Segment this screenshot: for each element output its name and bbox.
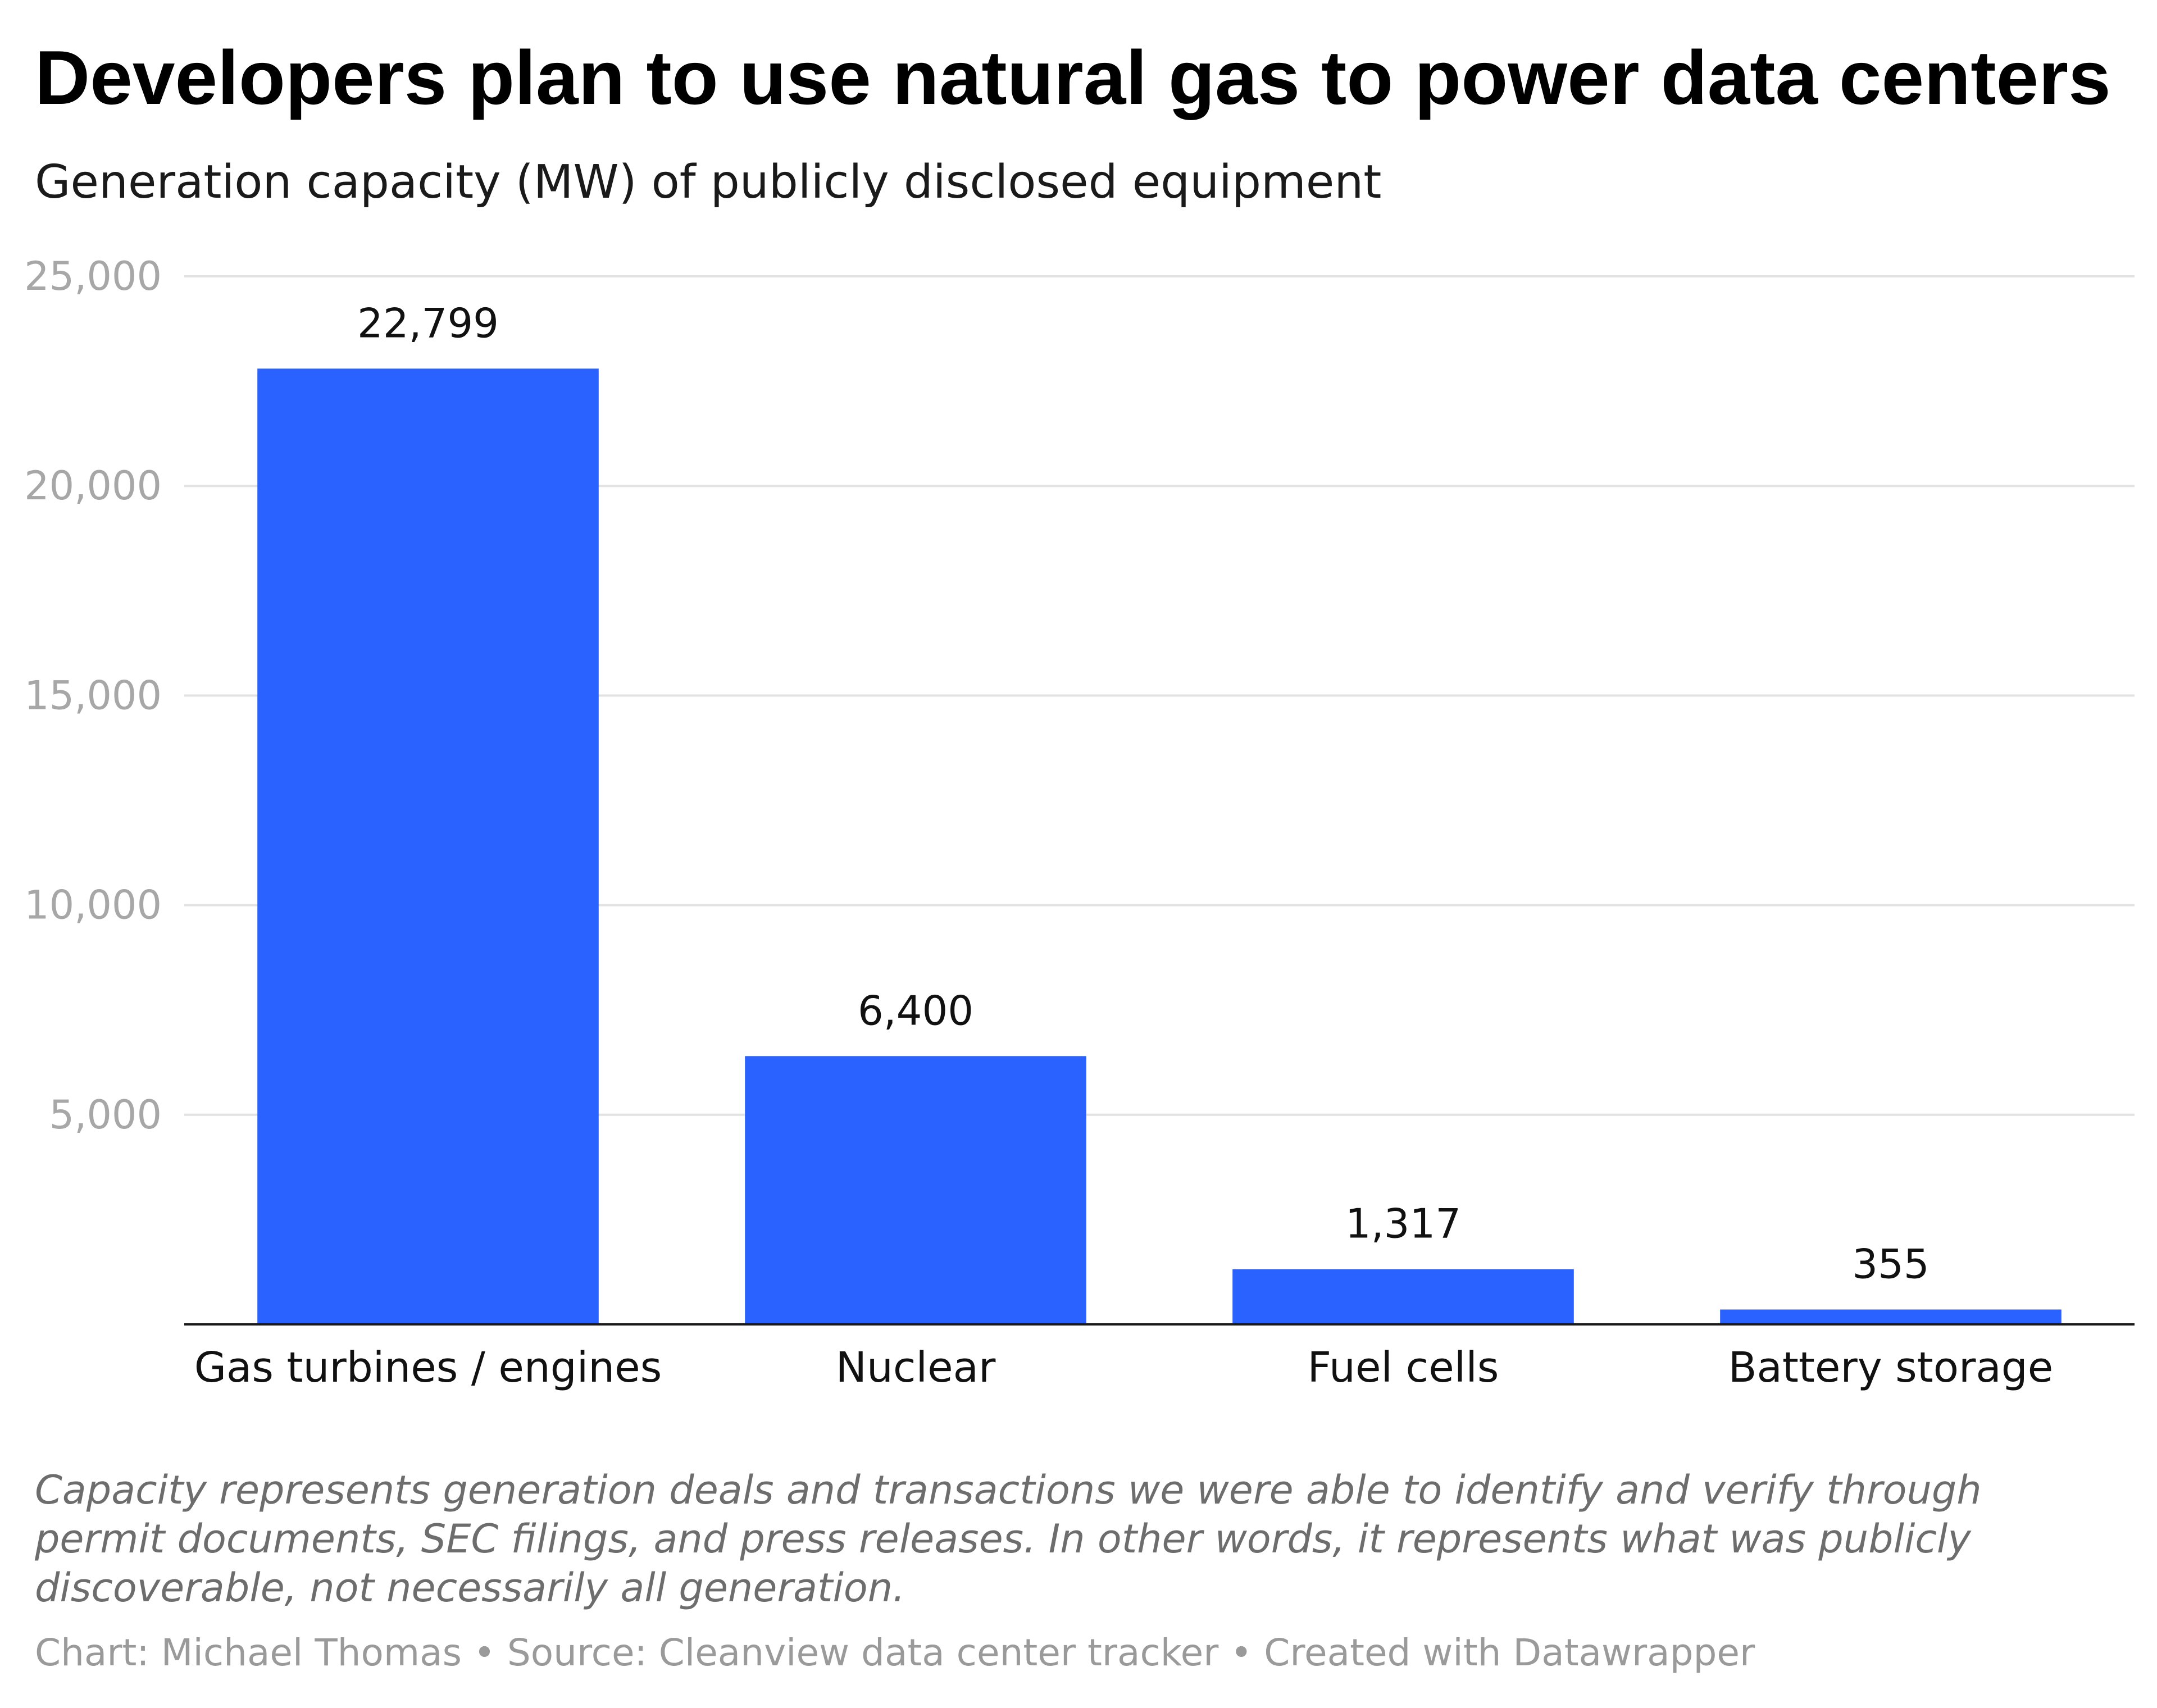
value-labels: 22,799 6,400 1,317 355 (357, 299, 1930, 1287)
y-tick-label: 20,000 (24, 463, 162, 509)
x-category-label: Nuclear (836, 1343, 996, 1392)
chart-title: Developers plan to use natural gas to po… (35, 35, 2111, 120)
bar (257, 368, 599, 1324)
y-axis-ticks: 5,000 10,000 15,000 20,000 25,000 (24, 253, 162, 1138)
bar (745, 1056, 1086, 1324)
y-tick-label: 25,000 (24, 253, 162, 299)
bar (1232, 1269, 1574, 1324)
bar-value-label: 6,400 (858, 987, 973, 1034)
chart-credits: Chart: Michael Thomas • Source: Cleanvie… (35, 1631, 1755, 1674)
bar-value-label: 1,317 (1345, 1200, 1461, 1247)
x-category-label: Gas turbines / engines (194, 1343, 662, 1392)
chart-subtitle: Generation capacity (MW) of publicly dis… (35, 156, 1382, 209)
y-tick-label: 15,000 (24, 672, 162, 718)
bar (1720, 1309, 2062, 1324)
x-category-label: Battery storage (1728, 1343, 2054, 1392)
chart-note: Capacity represents generation deals and… (35, 1467, 1982, 1611)
bars (257, 368, 2062, 1324)
x-axis-labels: Gas turbines / engines Nuclear Fuel cells B… (194, 1343, 2054, 1392)
bar-value-label: 355 (1852, 1241, 1929, 1288)
y-tick-label: 5,000 (49, 1092, 162, 1138)
y-tick-label: 10,000 (24, 882, 162, 928)
bar-value-label: 22,799 (357, 299, 499, 347)
x-category-label: Fuel cells (1308, 1343, 1499, 1392)
